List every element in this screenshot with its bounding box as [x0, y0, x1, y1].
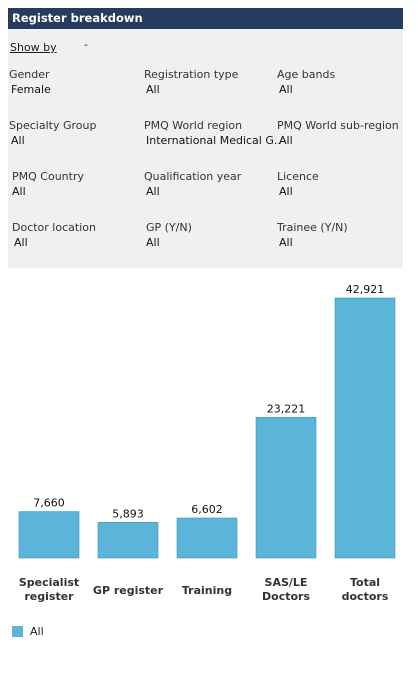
filter-label: PMQ Country	[12, 170, 84, 183]
filter-pmq-country[interactable]: PMQ Country All	[12, 170, 84, 198]
category-label: GP register	[93, 584, 164, 597]
filter-pmq-world-sub-region[interactable]: PMQ World sub-region All	[277, 119, 399, 147]
show-by-label[interactable]: Show by	[10, 41, 57, 54]
filter-value[interactable]: All	[279, 134, 293, 147]
filter-gp[interactable]: GP (Y/N) All	[146, 221, 192, 249]
filter-label: Licence	[277, 170, 319, 183]
filter-label: Specialty Group	[9, 119, 97, 132]
filter-label: Registration type	[144, 68, 239, 81]
filter-trainee[interactable]: Trainee (Y/N) All	[277, 221, 348, 249]
filter-value[interactable]: All	[14, 236, 28, 249]
chart-legend: All	[12, 625, 44, 638]
bar-value-label: 42,921	[346, 283, 385, 296]
legend-swatch	[12, 626, 23, 637]
category-label: Doctors	[262, 590, 310, 603]
filter-label: GP (Y/N)	[146, 221, 192, 234]
filter-qualification-year[interactable]: Qualification year All	[144, 170, 241, 198]
category-label: Training	[182, 584, 232, 597]
filter-value[interactable]: All	[146, 236, 160, 249]
filter-value[interactable]: All	[279, 185, 293, 198]
bar[interactable]	[18, 511, 80, 559]
filter-value[interactable]: All	[12, 185, 26, 198]
filter-value[interactable]: All	[279, 236, 293, 249]
filter-doctor-location[interactable]: Doctor location All	[12, 221, 96, 249]
bar[interactable]	[176, 517, 238, 559]
bar[interactable]	[334, 297, 396, 559]
category-label: register	[24, 590, 74, 603]
filter-value[interactable]: International Medical G..	[146, 134, 281, 147]
filter-value[interactable]: Female	[11, 83, 51, 96]
show-by-value[interactable]: -	[84, 38, 88, 51]
filter-label: Gender	[9, 68, 50, 81]
filter-panel: Show by - Gender Female Registration typ…	[8, 29, 403, 268]
bar-value-label: 23,221	[267, 402, 306, 415]
filter-pmq-world-region[interactable]: PMQ World region International Medical G…	[144, 119, 281, 147]
filter-label: Trainee (Y/N)	[277, 221, 348, 234]
filter-label: PMQ World region	[144, 119, 243, 132]
filter-label: PMQ World sub-region	[277, 119, 399, 132]
filter-label: Doctor location	[12, 221, 96, 234]
category-label: Total	[350, 576, 380, 589]
filter-registration-type[interactable]: Registration type All	[144, 68, 238, 96]
filter-specialty-group[interactable]: Specialty Group All	[9, 119, 96, 147]
filter-gender[interactable]: Gender Female	[9, 68, 51, 96]
bar-value-label: 6,602	[191, 503, 223, 516]
filter-label: Age bands	[277, 68, 336, 81]
category-label: doctors	[342, 590, 389, 603]
bar-value-label: 7,660	[33, 497, 65, 510]
category-label: Specialist	[19, 576, 79, 589]
filter-age-bands[interactable]: Age bands All	[277, 68, 335, 96]
legend-label: All	[30, 625, 44, 638]
filter-value[interactable]: All	[11, 134, 25, 147]
bar[interactable]	[255, 417, 317, 559]
bar-value-label: 5,893	[112, 507, 144, 520]
filter-value[interactable]: All	[146, 185, 160, 198]
filter-value[interactable]: All	[279, 83, 293, 96]
filter-value[interactable]: All	[146, 83, 160, 96]
bar[interactable]	[97, 522, 159, 559]
category-label: SAS/LE	[265, 576, 308, 589]
filter-label: Qualification year	[144, 170, 242, 183]
report-title: Register breakdown	[8, 8, 403, 29]
filter-licence[interactable]: Licence All	[277, 170, 319, 198]
